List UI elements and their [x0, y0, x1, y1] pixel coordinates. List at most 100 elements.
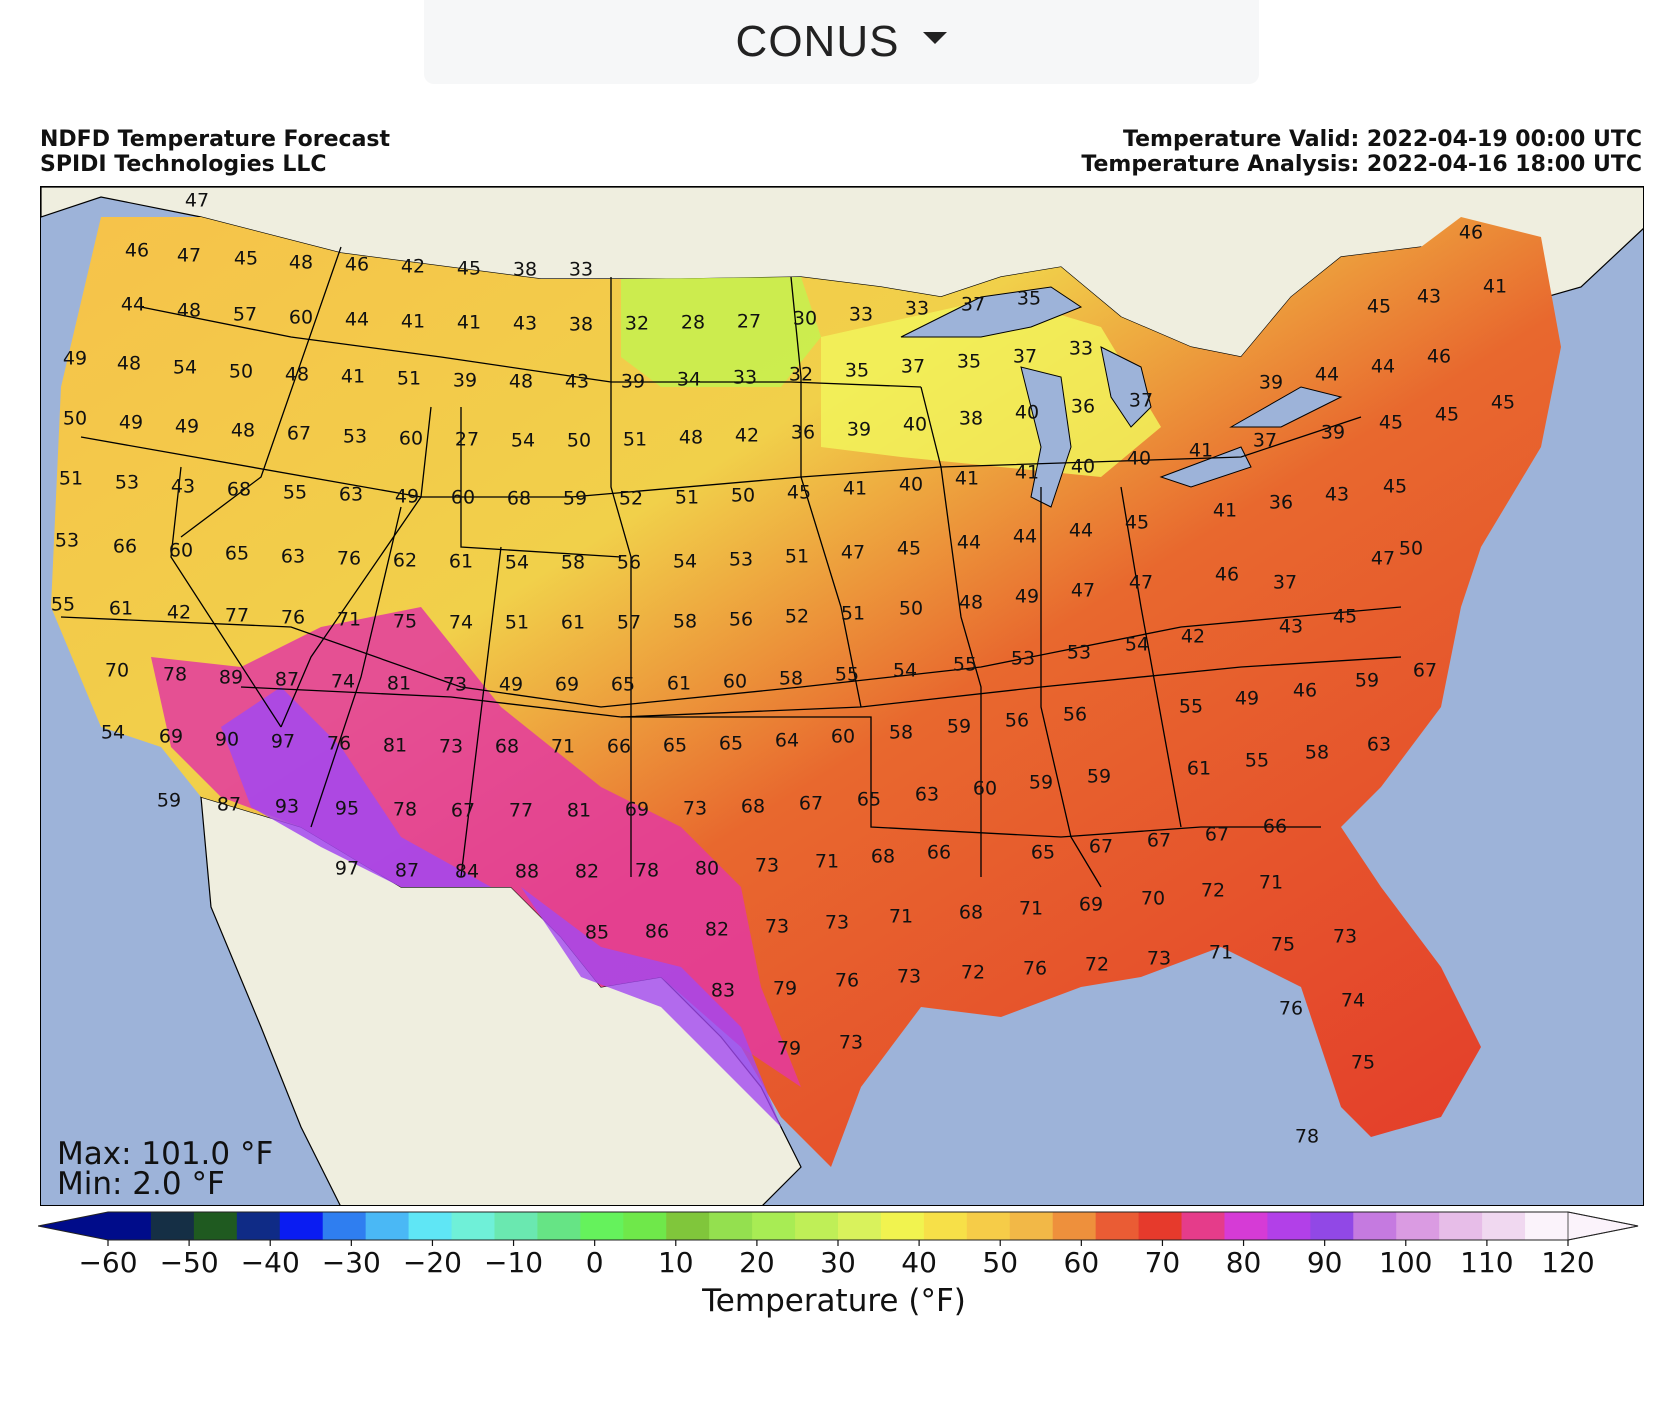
temperature-value-label: 76: [1023, 958, 1047, 980]
temperature-value-label: 45: [1383, 476, 1407, 498]
colorbar-segment: [236, 1212, 281, 1240]
temperature-value-label: 54: [673, 551, 697, 573]
temperature-value-label: 65: [225, 543, 249, 565]
temperature-value-label: 62: [393, 550, 417, 572]
temperature-value-label: 46: [1427, 346, 1451, 368]
temperature-value-label: 79: [773, 978, 797, 1000]
temperature-value-label: 81: [567, 800, 591, 822]
temperature-value-label: 78: [635, 860, 659, 882]
temperature-value-label: 55: [51, 594, 75, 616]
temperature-value-label: 40: [1071, 456, 1095, 478]
temperature-value-label: 65: [663, 735, 687, 757]
colorbar-segment: [494, 1212, 538, 1240]
colorbar-segment: [580, 1212, 624, 1240]
colorbar-segment: [1310, 1212, 1354, 1240]
temperature-value-label: 45: [1125, 512, 1149, 534]
temperature-value-label: 71: [815, 851, 839, 873]
temperature-value-label: 73: [1147, 948, 1171, 970]
temperature-value-label: 59: [947, 716, 971, 738]
temperature-value-label: 54: [173, 357, 197, 379]
colorbar-segment: [1224, 1212, 1268, 1240]
region-selector[interactable]: CONUS: [424, 0, 1259, 84]
colorbar-segment: [1052, 1212, 1097, 1240]
temperature-value-label: 53: [55, 530, 79, 552]
temperature-value-label: 58: [889, 722, 913, 744]
temperature-value-label: 40: [1015, 402, 1039, 424]
temperature-value-label: 58: [1305, 742, 1329, 764]
temperature-value-label: 45: [897, 538, 921, 560]
temperature-value-label: 65: [1031, 842, 1055, 864]
temperature-value-label: 70: [1141, 888, 1165, 910]
temperature-value-label: 39: [847, 419, 871, 441]
temperature-value-label: 87: [395, 860, 419, 882]
temperature-labels: 47 46 47 45 48 46 42 45 38 33 44 48 57 60 44 41 41 43 38 32…: [51, 190, 1515, 1148]
temperature-value-label: 42: [167, 602, 191, 624]
temperature-value-label: 56: [1005, 710, 1029, 732]
desert-max-zone: [221, 687, 491, 887]
temperature-value-label: 41: [457, 312, 481, 334]
temperature-value-label: 69: [625, 799, 649, 821]
temperature-value-label: 40: [899, 474, 923, 496]
temperature-value-label: 67: [799, 793, 823, 815]
temperature-value-label: 44: [1371, 356, 1395, 378]
temperature-value-label: 78: [393, 799, 417, 821]
temperature-value-label: 75: [393, 611, 417, 633]
colorbar-segment: [279, 1212, 324, 1240]
temperature-value-label: 37: [1013, 346, 1037, 368]
temperature-value-label: 48: [959, 592, 983, 614]
temperature-value-label: 57: [233, 304, 257, 326]
temperature-value-label: 81: [383, 735, 407, 757]
temperature-value-label: 46: [1459, 222, 1483, 244]
temperature-value-label: 73: [1333, 926, 1357, 948]
temperature-value-label: 68: [741, 796, 765, 818]
colorbar-label: Temperature (°F): [702, 1283, 966, 1319]
min-temperature: Min: 2.0 °F: [57, 1166, 225, 1202]
temperature-value-label: 47: [185, 190, 209, 212]
temperature-value-label: 48: [177, 300, 201, 322]
temperature-value-label: 49: [63, 348, 87, 370]
temperature-value-label: 35: [957, 351, 981, 373]
temperature-value-label: 65: [611, 674, 635, 696]
temperature-value-label: 44: [121, 294, 145, 316]
temperature-value-label: 84: [455, 861, 479, 883]
temperature-value-label: 59: [1087, 766, 1111, 788]
colorbar-segment: [880, 1212, 925, 1240]
temperature-value-label: 72: [1201, 880, 1225, 902]
temperature-value-label: 86: [645, 921, 669, 943]
temperature-value-label: 73: [765, 916, 789, 938]
analysis-time: Temperature Analysis: 2022-04-16 18:00 U…: [1081, 152, 1642, 177]
temperature-value-label: 49: [395, 486, 419, 508]
temperature-value-label: 74: [1341, 990, 1365, 1012]
temperature-value-label: 41: [341, 366, 365, 388]
map-title: NDFD Temperature Forecast: [40, 127, 391, 152]
temperature-value-label: 71: [1259, 872, 1283, 894]
temperature-value-label: 49: [119, 412, 143, 434]
temperature-value-label: 45: [1367, 296, 1391, 318]
colorbar-tick-label: −10: [484, 1246, 543, 1279]
max-temperature: Max: 101.0 °F: [57, 1136, 274, 1172]
colorbar-tick-label: 80: [1226, 1246, 1262, 1279]
temperature-value-label: 77: [225, 605, 249, 627]
temperature-value-label: 28: [681, 312, 705, 334]
colorbar-tick-label: 40: [901, 1246, 937, 1279]
valid-time: Temperature Valid: 2022-04-19 00:00 UTC: [1123, 127, 1642, 152]
colorbar-segment: [1396, 1212, 1440, 1240]
temperature-value-label: 43: [1279, 616, 1303, 638]
temperature-value-label: 53: [343, 426, 367, 448]
colorbar-segment: [1181, 1212, 1225, 1240]
colorbar-tick-label: 60: [1064, 1246, 1100, 1279]
temperature-value-label: 41: [1483, 276, 1507, 298]
temperature-value-label: 48: [509, 371, 533, 393]
temperature-value-label: 46: [345, 254, 369, 276]
temperature-value-label: 76: [327, 733, 351, 755]
colorbar-segment: [408, 1212, 453, 1240]
temperature-value-label: 33: [569, 259, 593, 281]
temperature-value-label: 70: [105, 660, 129, 682]
temperature-value-label: 57: [617, 612, 641, 634]
temperature-value-label: 36: [1269, 492, 1293, 514]
colorbar-tick-label: −60: [78, 1246, 137, 1279]
temperature-value-label: 69: [159, 726, 183, 748]
temperature-value-label: 75: [1351, 1052, 1375, 1074]
colorbar-tick-label: 100: [1379, 1246, 1432, 1279]
temperature-value-label: 63: [915, 784, 939, 806]
